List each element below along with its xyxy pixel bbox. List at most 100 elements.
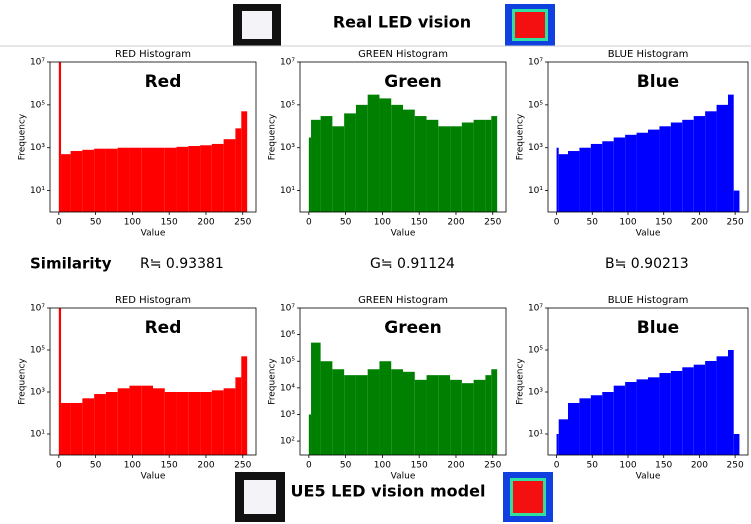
x-axis-label: Value — [141, 472, 166, 482]
bar — [474, 380, 486, 455]
bar — [177, 147, 189, 212]
bar — [212, 144, 224, 212]
bar — [61, 403, 71, 455]
bar — [344, 375, 356, 455]
bar — [379, 98, 391, 212]
bar — [118, 148, 130, 212]
bar — [682, 120, 693, 212]
bar — [129, 148, 141, 212]
bar — [602, 392, 613, 455]
bar — [129, 386, 141, 455]
x-tick-label: 200 — [197, 461, 214, 471]
y-tick-label: 10⁷ — [528, 58, 543, 68]
x-tick-label: 250 — [484, 461, 501, 471]
bar — [648, 377, 659, 455]
bar — [368, 369, 380, 455]
bar — [717, 105, 728, 212]
bar — [671, 123, 682, 212]
x-tick-label: 250 — [484, 218, 501, 228]
x-tick-label: 50 — [340, 461, 352, 471]
bar — [235, 128, 241, 212]
real-led-heatmap — [505, 4, 555, 46]
bar — [474, 120, 486, 212]
y-tick-label: 10¹ — [280, 186, 295, 196]
bar — [568, 151, 579, 212]
x-tick-label: 0 — [554, 461, 560, 471]
bar — [625, 135, 636, 212]
x-tick-label: 150 — [655, 218, 672, 228]
bar — [94, 394, 106, 455]
bar — [671, 371, 682, 455]
y-tick-label: 10⁵ — [30, 346, 45, 356]
bar — [61, 154, 71, 212]
bar — [212, 390, 224, 455]
bar — [659, 373, 670, 455]
x-tick-label: 100 — [374, 461, 391, 471]
bar — [311, 120, 321, 212]
x-tick-label: 0 — [56, 461, 62, 471]
chart-title: BLUE Histogram — [608, 49, 689, 60]
bar — [559, 154, 568, 212]
bar — [694, 116, 705, 212]
bar — [332, 369, 344, 455]
x-tick-label: 100 — [124, 218, 141, 228]
bar — [427, 120, 439, 212]
bar — [141, 386, 153, 455]
bar — [379, 361, 391, 455]
bar — [648, 130, 659, 212]
x-tick-label: 250 — [234, 461, 251, 471]
bar — [559, 419, 568, 455]
y-tick-label: 10⁷ — [528, 304, 543, 314]
bar — [391, 105, 403, 212]
x-axis-label: Value — [636, 229, 661, 239]
bar — [344, 113, 356, 212]
bar — [734, 434, 740, 455]
bar — [694, 365, 705, 455]
annotation: Red — [145, 318, 182, 338]
y-tick-label: 10¹ — [30, 430, 45, 440]
bar — [682, 367, 693, 455]
x-tick-label: 200 — [691, 461, 708, 471]
bar — [450, 380, 462, 455]
histogram-panel: 05010015020025010¹10³10⁵10⁷BLUE Histogra… — [516, 295, 749, 482]
bar — [321, 361, 333, 455]
y-tick-label: 10² — [280, 437, 295, 447]
bar — [427, 375, 439, 455]
x-tick-label: 100 — [619, 218, 636, 228]
chart-title: RED Histogram — [115, 49, 191, 60]
bar — [106, 149, 118, 212]
bar — [82, 150, 94, 212]
bar — [415, 116, 427, 212]
bar — [728, 95, 734, 212]
x-axis-label: Value — [391, 472, 416, 482]
bar — [94, 149, 106, 212]
x-tick-label: 150 — [655, 461, 672, 471]
bar — [224, 139, 236, 212]
y-axis-label: Frequency — [268, 113, 278, 160]
bar — [82, 398, 94, 455]
chart-title: GREEN Histogram — [358, 49, 448, 60]
bar — [403, 372, 415, 455]
y-axis-label: Frequency — [268, 358, 278, 405]
y-tick-label: 10¹ — [30, 186, 45, 196]
y-tick-label: 10⁵ — [528, 100, 543, 110]
bar — [637, 133, 648, 212]
y-tick-label: 10³ — [280, 410, 295, 420]
figure: Real LED vision Similarity R≒ 0.93381 G≒… — [0, 0, 751, 524]
bar — [734, 191, 740, 212]
x-tick-label: 200 — [197, 218, 214, 228]
y-axis-label: Frequency — [516, 113, 526, 160]
bar — [153, 388, 165, 455]
bar — [591, 144, 602, 212]
bar — [557, 148, 559, 212]
bar — [118, 388, 130, 455]
bar — [309, 137, 311, 212]
bar — [705, 361, 716, 455]
annotation: Green — [384, 318, 442, 338]
bar — [309, 414, 311, 455]
bar — [235, 377, 241, 455]
y-tick-label: 10⁵ — [280, 357, 295, 367]
bar — [728, 350, 734, 455]
y-tick-label: 10⁷ — [280, 58, 295, 68]
